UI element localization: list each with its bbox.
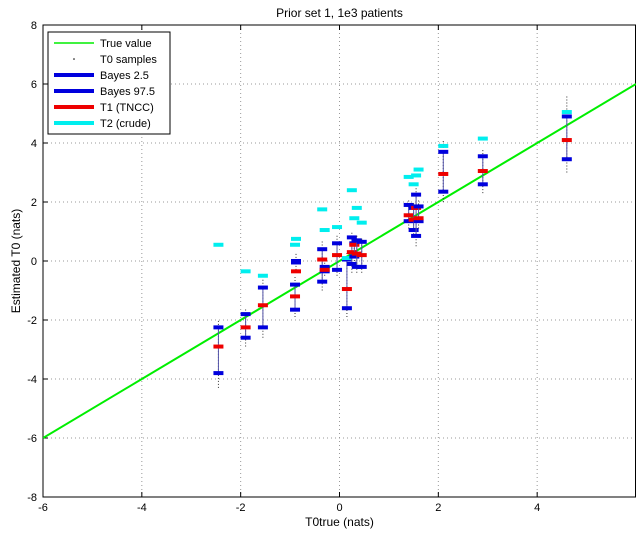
legend-box [47,31,171,135]
x-tick-label: 0 [336,502,342,514]
legend-entry: Bayes 2.5 [54,70,149,82]
legend-entry: T0 samples [73,54,157,66]
x-tick-label: -4 [137,502,147,514]
data-point-group [291,236,302,274]
y-tick-label: 4 [31,138,37,150]
data-point-group [290,242,301,318]
legend-entry: Bayes 97.5 [54,86,155,98]
data-point-group [438,140,449,202]
legend-label: True value [100,38,152,50]
data-point-group [356,220,367,273]
data-point-group [317,207,328,291]
legend-entry: T1 (TNCC) [54,102,154,114]
y-tick-label: -2 [27,315,37,327]
legend-entry: T2 (crude) [54,118,151,130]
y-tick-label: -4 [27,374,37,386]
data-point-group [561,95,572,173]
x-tick-label: 4 [534,502,540,514]
legend-label: T1 (TNCC) [100,102,154,114]
x-tick-label: -2 [236,502,246,514]
true-value-line [43,83,636,439]
y-tick-label: 2 [31,197,37,209]
x-axis-label: T0true (nats) [305,515,374,529]
data-point-group [411,173,422,247]
data-point-group [319,228,330,276]
y-tick-label: 8 [31,20,37,32]
legend-entry: True value [54,38,152,50]
legend-label: Bayes 2.5 [100,70,149,82]
legend-label: Bayes 97.5 [100,86,155,98]
x-tick-label: -6 [38,502,48,514]
legend-label: T2 (crude) [100,118,151,130]
y-tick-label: -8 [27,492,37,504]
legend: True value T0 samples Bayes 2.5 Bayes 97.5 T… [47,31,171,135]
data-point-group [477,136,488,194]
series [43,83,636,439]
x-tick-label: 2 [435,502,441,514]
y-tick-label: 0 [31,256,37,268]
data-point-group [257,273,268,338]
legend-swatch-dot [73,58,75,60]
data-point-group [413,167,424,229]
data-point-group [213,242,224,388]
chart-title: Prior set 1, 1e3 patients [276,6,403,20]
y-tick-label: -6 [27,433,37,445]
data-point-group [349,216,360,261]
y-tick-label: 6 [31,79,37,91]
y-axis-label: Estimated T0 (nats) [9,209,23,313]
data-point-group [332,225,343,276]
data-point-group [240,269,251,347]
legend-label: T0 samples [100,54,157,66]
